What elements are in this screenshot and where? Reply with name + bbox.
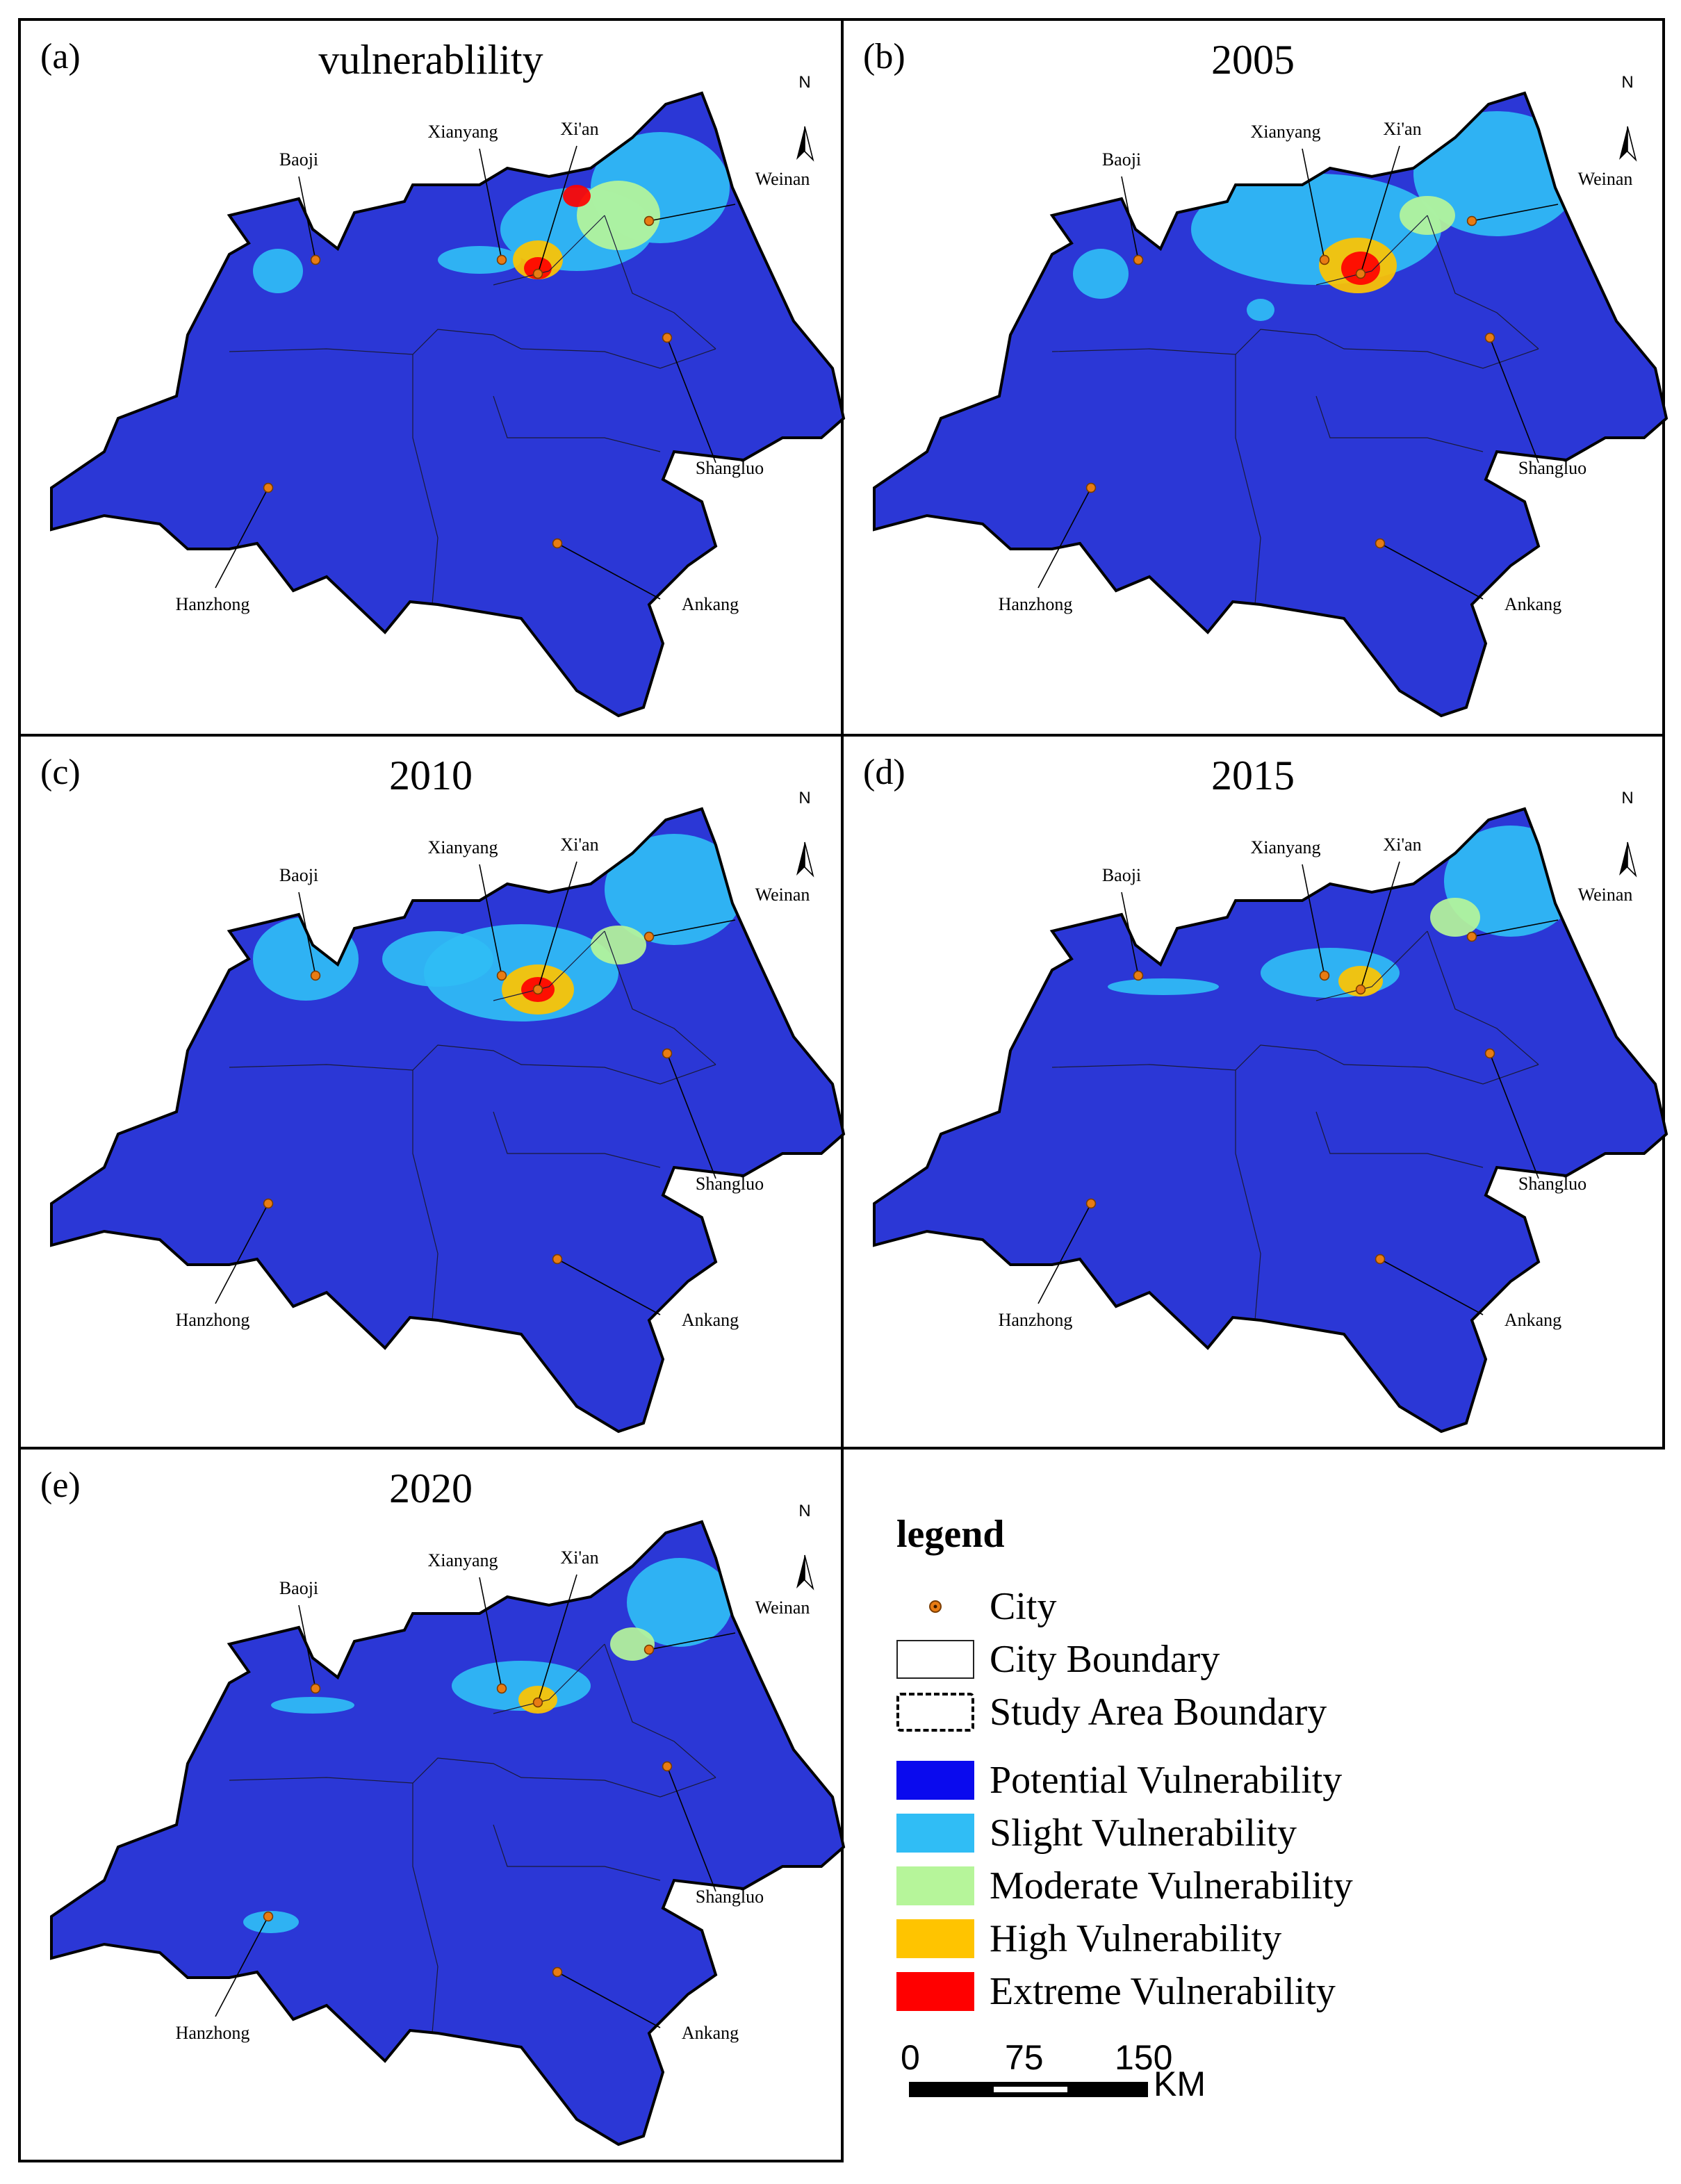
panel-title: 2015	[1211, 753, 1295, 798]
moderate-swatch	[896, 1866, 974, 1905]
slight-swatch	[896, 1814, 974, 1853]
legend-label: City Boundary	[990, 1638, 1220, 1681]
legend-label: High Vulnerability	[990, 1917, 1282, 1960]
panel-title: 2020	[389, 1465, 473, 1511]
legend-item-city-boundary: City Boundary	[896, 1638, 1220, 1681]
high-swatch	[896, 1919, 974, 1958]
legend-label: City	[990, 1585, 1057, 1628]
legend-item-city: City	[896, 1585, 1057, 1628]
map-panel-e: (e) 2020	[18, 1447, 844, 2162]
legend-label: Moderate Vulnerability	[990, 1864, 1353, 1907]
scale-unit: KM	[1154, 2064, 1206, 2103]
legend-item-study-area-boundary: Study Area Boundary	[896, 1691, 1327, 1734]
panel-label: (d)	[863, 753, 905, 792]
panel-label: (b)	[863, 37, 905, 76]
panel-title: vulnerablility	[318, 37, 543, 83]
scale-bar-white-segment	[994, 2087, 1067, 2092]
legend-title: legend	[896, 1513, 1005, 1556]
extreme-swatch	[896, 1972, 974, 2011]
scale-bar	[909, 2082, 1148, 2097]
panel-label: (c)	[40, 753, 81, 792]
scale-tick-75: 75	[1005, 2038, 1044, 2077]
legend-item-high: High Vulnerability	[896, 1917, 1282, 1960]
legend-label: Extreme Vulnerability	[990, 1970, 1336, 2013]
map-panel-b: (b) 2005	[841, 18, 1665, 737]
map-panel-a: (a) vulnerablility	[18, 18, 844, 737]
panel-label: (e)	[40, 1465, 81, 1505]
scale-tick-150: 150	[1115, 2038, 1173, 2077]
study-area-boundary-swatch	[896, 1693, 974, 1732]
city-marker-icon	[896, 1587, 974, 1626]
map-panel-d: (d) 2015	[841, 734, 1665, 1450]
legend-item-moderate: Moderate Vulnerability	[896, 1864, 1353, 1907]
city-boundary-swatch	[896, 1640, 974, 1679]
scale-tick-0: 0	[901, 2038, 920, 2077]
panel-title: 2005	[1211, 37, 1295, 83]
legend-label: Study Area Boundary	[990, 1691, 1327, 1734]
legend-item-slight: Slight Vulnerability	[896, 1812, 1297, 1855]
panel-label: (a)	[40, 37, 81, 76]
legend-label: Slight Vulnerability	[990, 1812, 1297, 1855]
panel-title: 2010	[389, 753, 473, 798]
legend-item-extreme: Extreme Vulnerability	[896, 1970, 1336, 2013]
map-panel-c: (c) 2010	[18, 734, 844, 1450]
potential-swatch	[896, 1761, 974, 1800]
legend-label: Potential Vulnerability	[990, 1759, 1343, 1802]
legend-item-potential: Potential Vulnerability	[896, 1759, 1343, 1802]
